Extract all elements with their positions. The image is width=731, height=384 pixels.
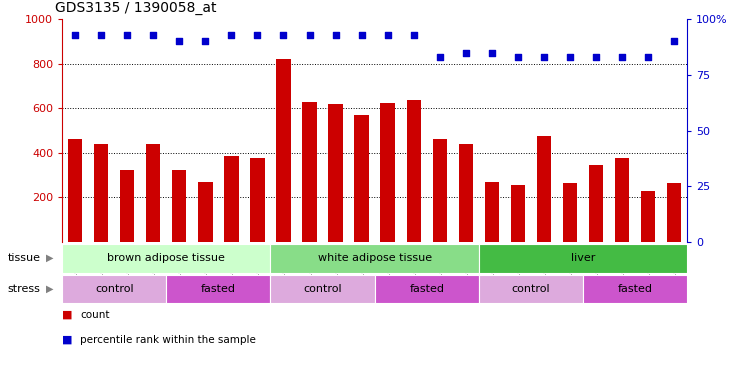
Text: percentile rank within the sample: percentile rank within the sample [80, 335, 257, 345]
Point [95, 32, 107, 38]
Point [434, 54, 446, 60]
Text: brown adipose tissue: brown adipose tissue [107, 253, 225, 263]
Point [668, 38, 680, 45]
Point [486, 50, 498, 56]
Bar [583, 275, 687, 303]
Point [408, 32, 420, 38]
Bar [173, 170, 186, 242]
Point [564, 54, 576, 60]
Point [330, 32, 341, 38]
Point [148, 32, 159, 38]
Text: control: control [303, 284, 342, 294]
Bar [94, 144, 108, 242]
Bar [224, 156, 238, 242]
Text: GDS3135 / 1390058_at: GDS3135 / 1390058_at [55, 2, 216, 15]
Bar [167, 275, 270, 303]
Bar [458, 144, 473, 242]
Text: fasted: fasted [409, 284, 444, 294]
Point [303, 32, 315, 38]
Text: ▶: ▶ [46, 284, 53, 294]
Bar [537, 136, 551, 242]
Point [226, 32, 238, 38]
Bar [667, 183, 681, 242]
Bar [355, 115, 368, 242]
Bar [120, 170, 135, 242]
Point [590, 54, 602, 60]
Point [512, 54, 523, 60]
Text: fasted: fasted [201, 284, 236, 294]
Bar [563, 183, 577, 242]
Bar [485, 182, 499, 242]
Bar [62, 244, 270, 273]
Bar [406, 101, 421, 242]
Bar [146, 144, 160, 242]
Point [356, 32, 368, 38]
Bar [479, 275, 583, 303]
Point [460, 50, 471, 56]
Text: control: control [95, 284, 134, 294]
Bar [68, 139, 83, 242]
Bar [381, 103, 395, 242]
Point [173, 38, 185, 45]
Bar [511, 185, 525, 242]
Point [616, 54, 628, 60]
Text: tissue: tissue [7, 253, 40, 263]
Bar [276, 59, 291, 242]
Bar [198, 182, 213, 242]
Bar [270, 244, 479, 273]
Point [538, 54, 550, 60]
Point [200, 38, 211, 45]
Bar [303, 102, 317, 242]
Text: stress: stress [7, 284, 40, 294]
Bar [433, 139, 447, 242]
Point [69, 32, 81, 38]
Point [121, 32, 133, 38]
Text: count: count [80, 310, 110, 320]
Point [251, 32, 263, 38]
Text: ▶: ▶ [46, 253, 53, 263]
Bar [589, 165, 603, 242]
Bar [62, 275, 167, 303]
Text: fasted: fasted [618, 284, 653, 294]
Point [382, 32, 393, 38]
Text: white adipose tissue: white adipose tissue [317, 253, 432, 263]
Text: ■: ■ [62, 310, 72, 320]
Bar [328, 104, 343, 242]
Bar [250, 159, 265, 242]
Bar [374, 275, 479, 303]
Bar [270, 275, 374, 303]
Bar [479, 244, 687, 273]
Text: control: control [512, 284, 550, 294]
Bar [641, 191, 655, 242]
Point [278, 32, 289, 38]
Text: liver: liver [571, 253, 595, 263]
Point [643, 54, 654, 60]
Text: ■: ■ [62, 335, 72, 345]
Bar [615, 159, 629, 242]
